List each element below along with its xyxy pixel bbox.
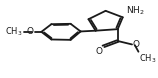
- Text: CH$_3$: CH$_3$: [139, 52, 157, 65]
- Text: CH$_3$: CH$_3$: [5, 26, 23, 38]
- Text: O: O: [27, 27, 33, 36]
- Text: O: O: [133, 40, 140, 49]
- Text: O: O: [96, 47, 103, 56]
- Text: NH$_2$: NH$_2$: [126, 4, 145, 17]
